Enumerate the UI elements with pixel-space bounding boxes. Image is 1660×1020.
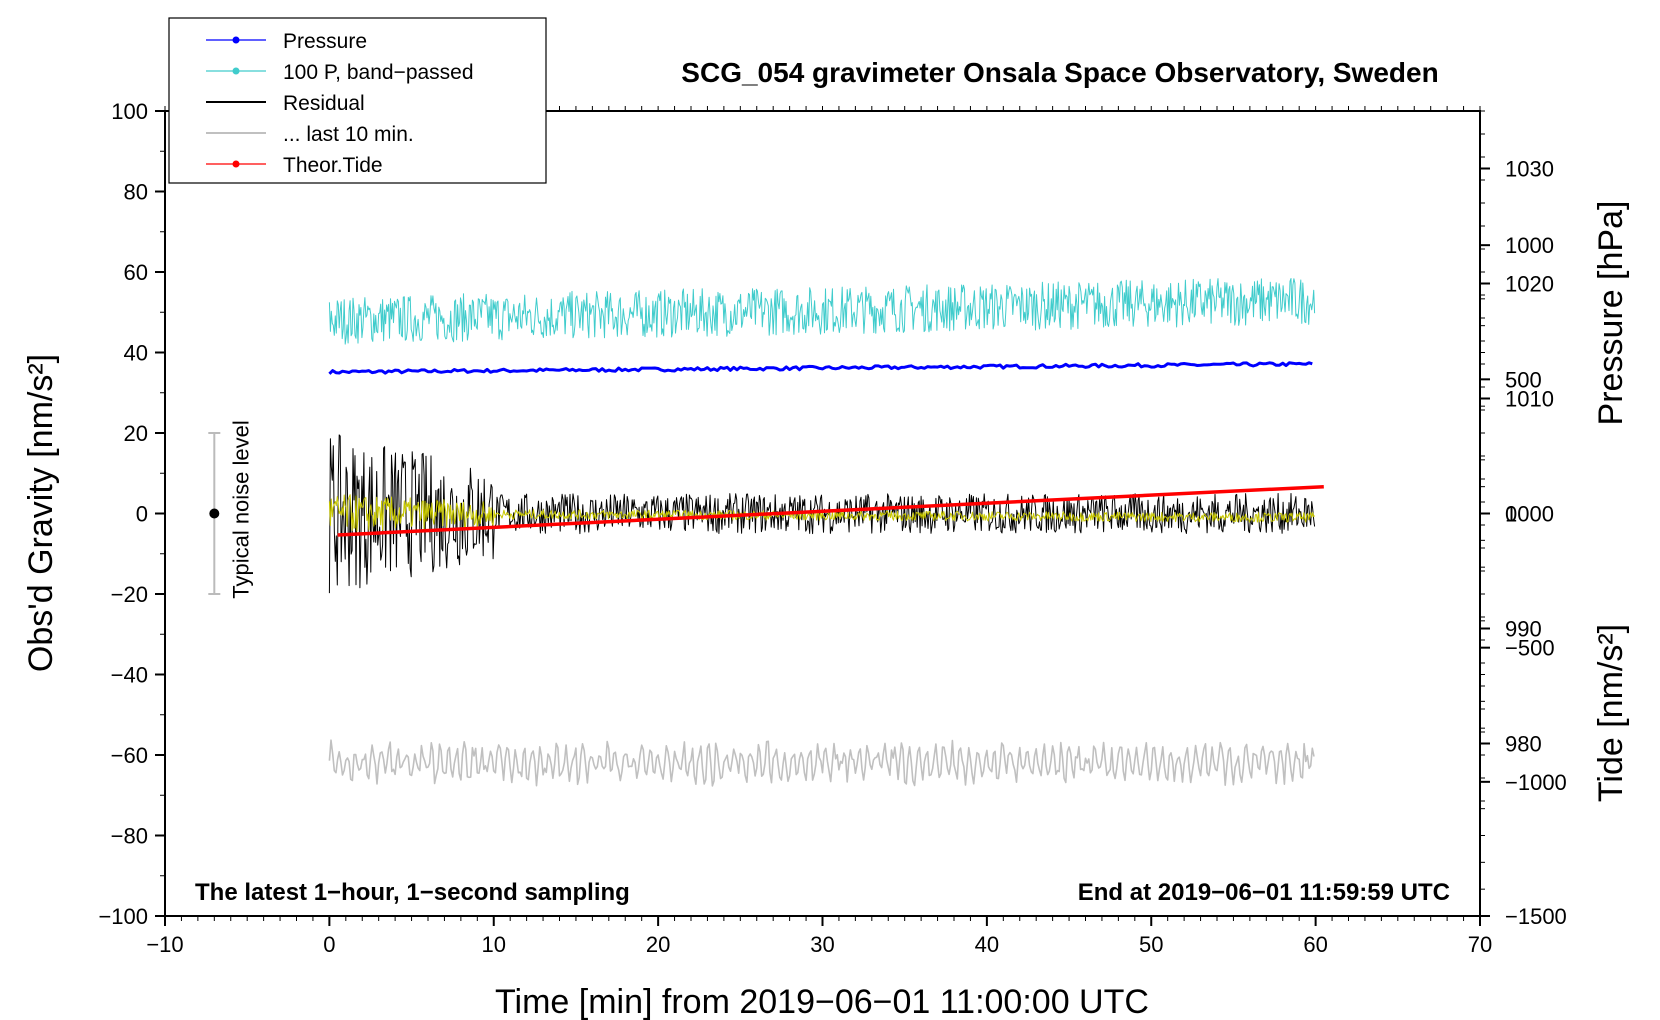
pressure-tick-label: 1000 <box>1505 502 1554 527</box>
tide-tick-label: 500 <box>1505 367 1542 392</box>
legend-label-tide: Theor.Tide <box>283 154 383 177</box>
ticks-layer: −10 0 10 20 30 40 50 60 70−100−80−60−40−20020406… <box>98 99 1566 957</box>
legend: Pressure 100 P, band−passed Residual ...… <box>168 17 547 184</box>
y-tick-label: −40 <box>111 663 148 688</box>
pressure-tick-label: 1020 <box>1505 272 1554 297</box>
x-tick-label: 50 <box>1139 932 1163 957</box>
y-tick-label: 100 <box>111 99 148 124</box>
tide-tick-label: −1500 <box>1505 904 1567 929</box>
note-sampling: The latest 1−hour, 1−second sampling <box>195 879 630 906</box>
x-tick-label: 60 <box>1303 932 1327 957</box>
legend-box <box>168 17 547 184</box>
noise-level-dot <box>209 508 220 519</box>
legend-marker-tide <box>232 160 240 168</box>
pressure-tick-label: 1010 <box>1505 387 1554 412</box>
x-tick-label: 30 <box>810 932 834 957</box>
y-tick-label: −60 <box>111 743 148 768</box>
tide-tick-label: 0 <box>1505 502 1517 527</box>
legend-marker-pressure <box>232 36 240 44</box>
legend-label-last10: ... last 10 min. <box>283 123 414 146</box>
x-tick-label: 20 <box>646 932 670 957</box>
tide-tick-label: −500 <box>1505 636 1555 661</box>
x-tick-label: −10 <box>146 932 183 957</box>
x-tick-label: 70 <box>1468 932 1492 957</box>
legend-marker-bandpassed <box>232 67 240 75</box>
y-tick-label: 20 <box>124 421 148 446</box>
legend-label-pressure: Pressure <box>283 30 367 53</box>
series-line-100-p-band-passed <box>328 278 1316 345</box>
legend-label-residual: Residual <box>283 92 365 115</box>
tide-tick-label: −1000 <box>1505 770 1567 795</box>
y-tick-label: −100 <box>98 904 148 929</box>
series-line-residual-smoothed- <box>328 494 1315 532</box>
x-tick-label: 0 <box>323 932 335 957</box>
series-line-pressure <box>328 361 1313 375</box>
x-tick-label: 40 <box>975 932 999 957</box>
noise-level-indicator: Typical noise level <box>208 420 253 599</box>
series-layer <box>328 278 1324 787</box>
noise-level-label: Typical noise level <box>228 420 253 599</box>
y-axis-title-left: Obs'd Gravity [nm/s²] <box>22 354 60 672</box>
y-tick-label: 80 <box>124 180 148 205</box>
y-tick-label: 0 <box>136 502 148 527</box>
legend-label-bandpassed: 100 P, band−passed <box>283 61 474 84</box>
y-tick-label: −20 <box>111 582 148 607</box>
series-line-residual <box>328 434 1316 594</box>
pressure-tick-label: 990 <box>1505 617 1542 642</box>
tide-tick-label: 1000 <box>1505 233 1554 258</box>
y-tick-label: 40 <box>124 341 148 366</box>
pressure-tick-label: 980 <box>1505 732 1542 757</box>
chart-title: SCG_054 gravimeter Onsala Space Observat… <box>681 57 1438 88</box>
y-axis-title-tide: Tide [nm/s²] <box>1592 624 1630 802</box>
pressure-tick-label: 1030 <box>1505 157 1554 182</box>
series-line--last-10-min- <box>328 739 1315 787</box>
x-axis-title: Time [min] from 2019−06−01 11:00:00 UTC <box>495 983 1149 1020</box>
y-tick-label: −80 <box>111 824 148 849</box>
y-axis-title-pressure: Pressure [hPa] <box>1592 201 1630 426</box>
x-tick-label: 10 <box>482 932 506 957</box>
series-line-theor-tide <box>337 484 1324 537</box>
y-tick-label: 60 <box>124 260 148 285</box>
note-end-time: End at 2019−06−01 11:59:59 UTC <box>1078 879 1450 906</box>
